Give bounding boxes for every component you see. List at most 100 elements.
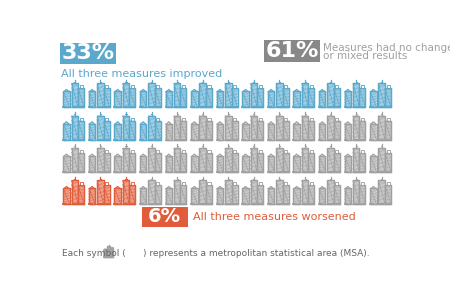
Bar [63,188,70,204]
Bar [334,121,340,140]
Bar [232,185,238,204]
Bar [217,123,223,140]
Bar [72,180,78,204]
Bar [166,91,172,107]
Bar [166,123,172,140]
Bar [191,123,198,140]
Bar [370,188,377,204]
Bar [104,250,107,257]
Bar [89,156,95,172]
Bar [78,153,84,172]
Bar [293,156,300,172]
Bar [111,247,112,248]
Bar [360,121,365,140]
Bar [225,148,232,172]
Bar [302,180,308,204]
Bar [180,88,186,107]
Bar [361,150,364,153]
Bar [353,180,360,204]
Bar [129,88,135,107]
Bar [385,121,391,140]
Bar [302,83,308,107]
Bar [335,85,338,88]
Bar [180,185,186,204]
Bar [308,153,314,172]
Bar [207,150,211,153]
Bar [155,185,161,204]
Bar [283,121,289,140]
Bar [72,116,78,140]
Bar [327,116,334,140]
Bar [166,91,172,107]
Bar [78,153,84,172]
Bar [174,148,180,172]
Bar [257,88,263,107]
Bar [129,88,135,107]
Bar [327,83,334,107]
Bar [360,185,365,204]
Bar [206,153,212,172]
Bar [80,150,83,153]
Bar [148,83,155,107]
Bar [334,88,340,107]
Bar [302,116,308,140]
FancyBboxPatch shape [60,43,116,64]
Bar [276,180,283,204]
Bar [155,153,161,172]
Bar [182,150,185,153]
Bar [353,116,360,140]
Bar [257,185,263,204]
Bar [385,121,391,140]
Bar [123,148,129,172]
Bar [378,180,385,204]
Bar [268,123,274,140]
Bar [251,116,257,140]
Bar [156,150,159,153]
Bar [308,121,314,140]
Bar [105,85,108,88]
Bar [257,153,263,172]
Bar [284,85,287,88]
Bar [148,83,155,107]
Bar [123,83,129,107]
Bar [182,182,185,185]
Bar [148,148,155,172]
Bar [72,116,78,140]
Bar [123,180,129,204]
Bar [387,118,390,121]
Bar [114,123,121,140]
Bar [242,188,249,204]
Bar [105,182,108,185]
Bar [97,83,104,107]
Bar [361,85,364,88]
Bar [345,91,351,107]
Bar [148,180,155,204]
Bar [232,121,238,140]
Bar [104,88,110,107]
Bar [155,88,161,107]
Bar [225,180,232,204]
Bar [207,85,211,88]
Bar [293,156,300,172]
Bar [370,123,377,140]
Bar [217,188,223,204]
Bar [225,83,232,107]
Bar [97,180,104,204]
Bar [385,88,391,107]
Bar [302,180,308,204]
Bar [319,123,325,140]
Bar [251,148,257,172]
Bar [257,121,263,140]
Bar [72,148,78,172]
Bar [283,88,289,107]
Bar [387,150,390,153]
Bar [206,153,212,172]
Bar [110,248,113,257]
Bar [148,180,155,204]
Bar [310,182,313,185]
Bar [353,180,360,204]
Bar [225,83,232,107]
Bar [217,156,223,172]
Bar [129,185,135,204]
Bar [155,121,161,140]
